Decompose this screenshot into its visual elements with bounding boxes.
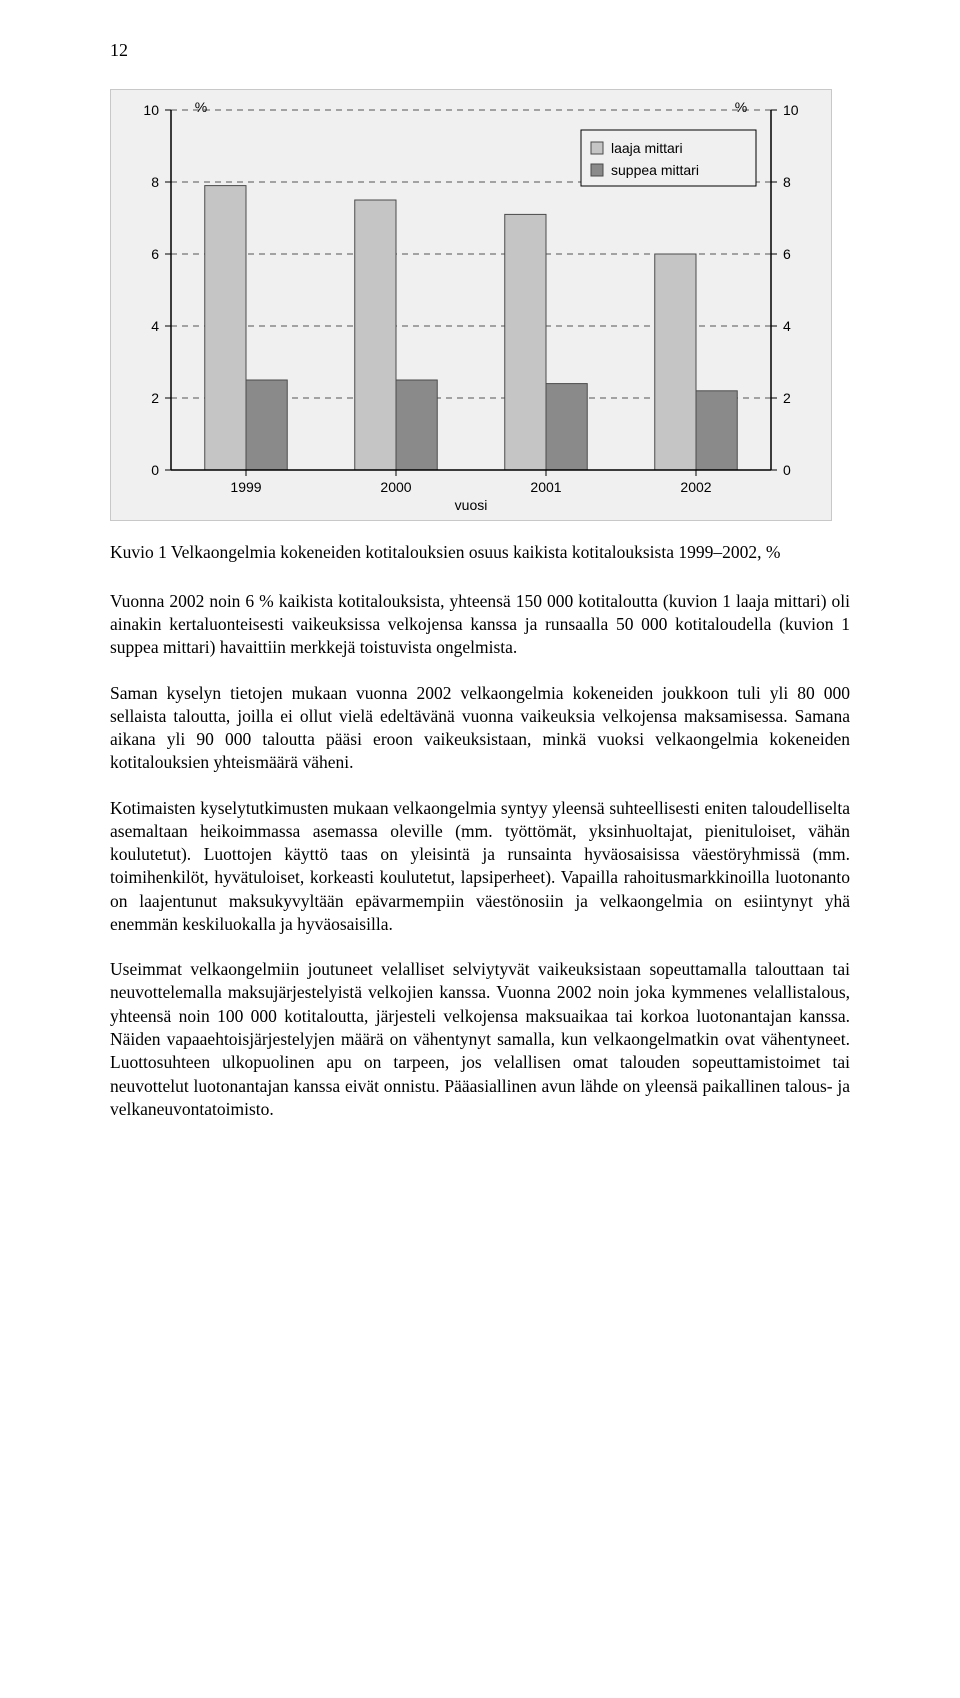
svg-text:2: 2	[151, 390, 159, 406]
svg-text:0: 0	[151, 462, 159, 478]
chart-wrapper: 0 0 2 2 4 4 6 6 8 8 10 10%% 1999 2000 2001 2002 vuosi laa…	[110, 89, 830, 521]
paragraph: Saman kyselyn tietojen mukaan vuonna 200…	[110, 682, 850, 775]
svg-text:%: %	[735, 99, 747, 115]
chart-caption: Kuvio 1 Velkaongelmia kokeneiden kotital…	[110, 541, 850, 564]
svg-text:suppea mittari: suppea mittari	[611, 162, 699, 178]
body-paragraphs: Vuonna 2002 noin 6 % kaikista kotitalouk…	[110, 590, 850, 1121]
page-number: 12	[110, 40, 850, 61]
svg-text:%: %	[195, 99, 207, 115]
svg-text:6: 6	[151, 246, 159, 262]
svg-text:laaja mittari: laaja mittari	[611, 140, 683, 156]
svg-text:10: 10	[143, 102, 159, 118]
svg-text:8: 8	[783, 174, 791, 190]
svg-text:0: 0	[783, 462, 791, 478]
bar-chart: 0 0 2 2 4 4 6 6 8 8 10 10%% 1999 2000 2001 2002 vuosi laa…	[110, 89, 832, 521]
svg-text:1999: 1999	[230, 479, 261, 495]
paragraph: Useimmat velkaongelmiin joutuneet velall…	[110, 958, 850, 1121]
page: 12 0 0 2 2 4 4 6 6 8 8 10 10%% 1999 2000 2001 2002 vuosi…	[0, 0, 960, 1183]
svg-text:6: 6	[783, 246, 791, 262]
svg-text:2001: 2001	[530, 479, 561, 495]
svg-text:8: 8	[151, 174, 159, 190]
svg-text:2: 2	[783, 390, 791, 406]
svg-text:2000: 2000	[380, 479, 411, 495]
svg-text:4: 4	[783, 318, 791, 334]
svg-text:4: 4	[151, 318, 159, 334]
svg-text:vuosi: vuosi	[455, 497, 488, 513]
paragraph: Vuonna 2002 noin 6 % kaikista kotitalouk…	[110, 590, 850, 660]
svg-text:2002: 2002	[680, 479, 711, 495]
svg-text:10: 10	[783, 102, 799, 118]
paragraph: Kotimaisten kyselytutkimusten mukaan vel…	[110, 797, 850, 937]
